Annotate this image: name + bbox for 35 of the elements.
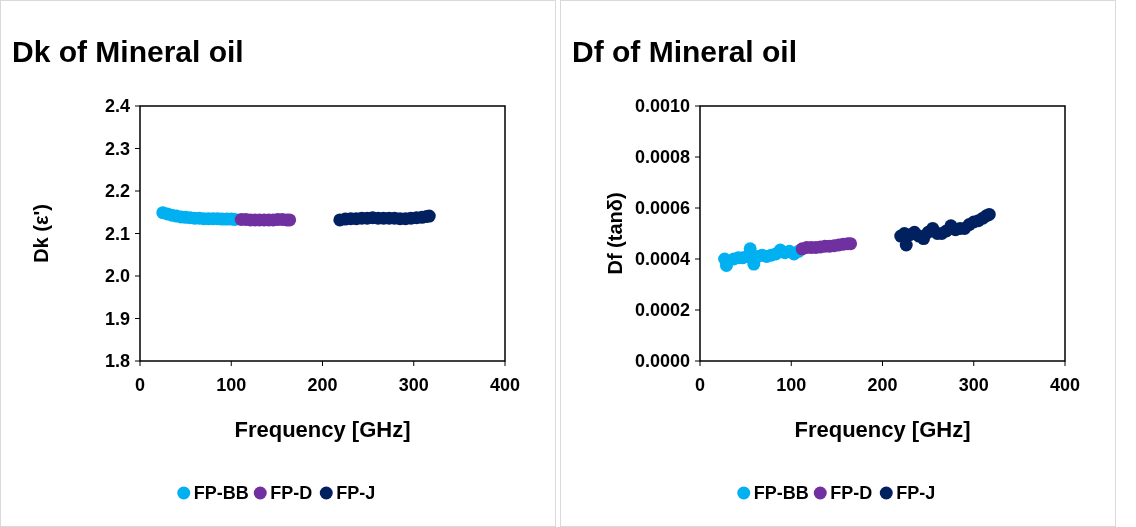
x-tick-label: 400 <box>1049 375 1081 395</box>
x-tick-label: 100 <box>216 375 247 395</box>
y-tick-label: 0.0008 <box>634 147 690 168</box>
y-tick-label: 2.1 <box>104 223 130 244</box>
legend-label: FP-D <box>830 483 873 504</box>
y-tick-label: 0.0006 <box>634 198 690 219</box>
y-axis-title: Df (tanδ) <box>604 192 626 275</box>
x-tick-label: 0 <box>694 375 706 395</box>
chart-title: Dk of Mineral oil <box>12 35 244 68</box>
x-tick-label: 400 <box>489 375 521 395</box>
x-tick-label: 200 <box>307 375 338 395</box>
x-tick-label: 200 <box>867 375 898 395</box>
y-tick-label: 2.0 <box>104 266 130 287</box>
legend-label: FP-J <box>336 483 376 504</box>
legend-label: FP-BB <box>753 483 809 504</box>
y-tick-label: 2.4 <box>104 96 130 117</box>
y-tick-label: 2.3 <box>104 138 130 159</box>
y-tick-label: 0.0004 <box>634 249 690 270</box>
y-tick-label: 0.0010 <box>634 96 690 117</box>
y-tick-label: 2.2 <box>104 181 130 202</box>
x-tick-label: 300 <box>958 375 989 395</box>
x-axis-title: Frequency [GHz] <box>234 417 411 442</box>
y-axis-title: Dk (ε') <box>30 204 52 263</box>
y-tick-label: 1.8 <box>104 351 130 372</box>
y-tick-label: 0.0002 <box>634 300 690 321</box>
legend-label: FP-BB <box>193 483 249 504</box>
chart-title: Df of Mineral oil <box>572 35 797 68</box>
x-tick-label: 100 <box>776 375 807 395</box>
x-tick-label: 300 <box>398 375 429 395</box>
legend-label: FP-D <box>270 483 313 504</box>
x-axis-title: Frequency [GHz] <box>794 417 971 442</box>
y-tick-label: 1.9 <box>104 308 130 329</box>
y-tick-label: 0.0000 <box>634 351 690 372</box>
legend-label: FP-J <box>896 483 936 504</box>
x-tick-label: 0 <box>134 375 146 395</box>
